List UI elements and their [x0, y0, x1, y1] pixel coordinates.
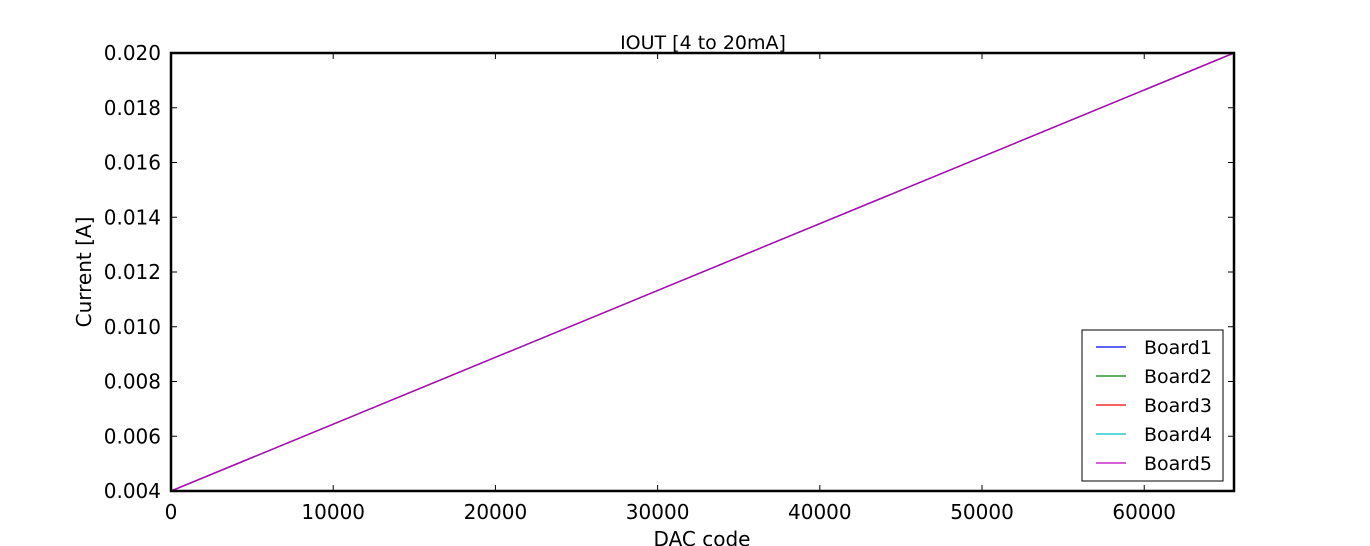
x-tick-label: 0 — [165, 500, 178, 524]
y-tick-label: 0.006 — [104, 424, 161, 448]
series-line-5 — [170, 52, 1235, 492]
legend-label-5: Board5 — [1144, 453, 1212, 475]
y-tick-label: 0.018 — [104, 96, 161, 120]
y-tick-label: 0.008 — [104, 370, 161, 394]
legend: Board1 Board2 Board3 Board4 Board5 — [1081, 329, 1224, 482]
y-tick-label: 0.016 — [104, 151, 161, 175]
x-axis-title: DAC code — [654, 527, 751, 546]
x-tick-label: 50000 — [950, 500, 1014, 524]
y-tick-label: 0.020 — [104, 41, 161, 65]
x-tick-label: 20000 — [464, 500, 528, 524]
legend-label-1: Board1 — [1144, 337, 1212, 359]
x-tick-label: 10000 — [301, 500, 365, 524]
series-layer — [170, 52, 1235, 492]
x-tick-label: 40000 — [788, 500, 852, 524]
legend-label-4: Board4 — [1144, 424, 1212, 446]
y-tick-labels: 0.004 0.006 0.008 0.010 0.012 0.014 0.016 0.018… — [104, 41, 161, 503]
legend-label-2: Board2 — [1144, 366, 1212, 388]
legend-label-3: Board3 — [1144, 395, 1212, 417]
x-tick-label: 30000 — [626, 500, 690, 524]
y-tick-label: 0.004 — [104, 479, 161, 503]
y-axis-title: Current [A] — [72, 217, 96, 328]
chart-title: IOUT [4 to 20mA] — [620, 32, 786, 54]
plot-frame — [169, 51, 1236, 493]
x-tick-label: 60000 — [1112, 500, 1176, 524]
y-tick-label: 0.012 — [104, 260, 161, 284]
x-tick-labels: 0 10000 20000 30000 40000 50000 60000 — [165, 500, 1176, 524]
y-tick-label: 0.010 — [104, 315, 161, 339]
y-tick-label: 0.014 — [104, 205, 161, 229]
legend-entries: Board1 Board2 Board3 Board4 Board5 — [1096, 337, 1212, 475]
